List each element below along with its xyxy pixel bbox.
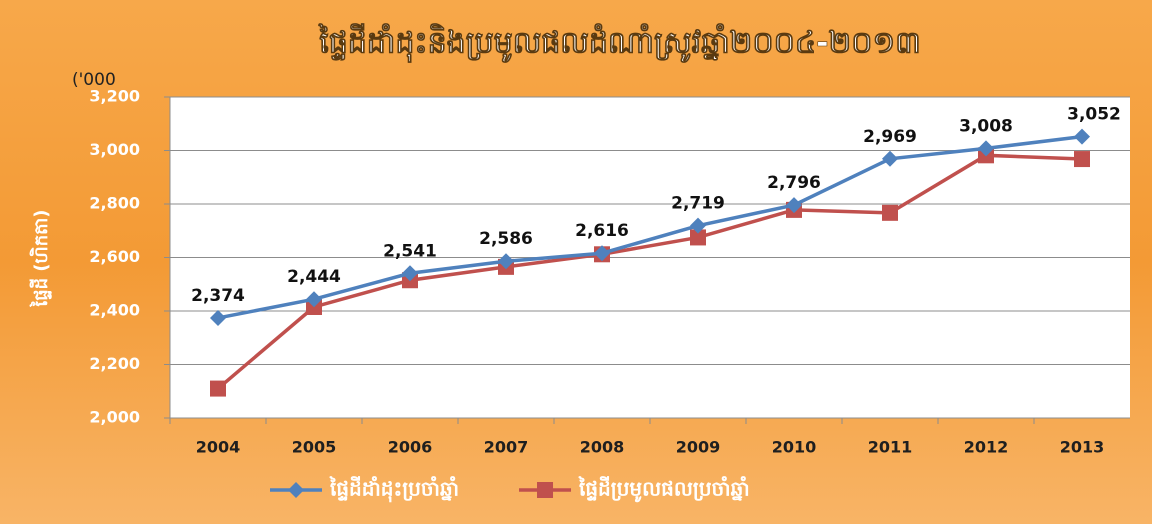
y-tick-label: 3,200 (89, 87, 140, 106)
x-tick-label: 2006 (388, 438, 433, 457)
legend-label: ផ្ទៃដីប្រមូលផលប្រចាំឆ្នាំ (578, 476, 750, 503)
x-tick-label: 2011 (868, 438, 913, 457)
data-point (594, 245, 610, 262)
data-point (306, 291, 322, 308)
data-point (1074, 128, 1090, 145)
data-label: 2,616 (575, 221, 629, 241)
legend-marker (288, 482, 304, 498)
x-tick-label: 2005 (292, 438, 337, 457)
legend-marker (537, 482, 554, 498)
series-line (217, 134, 1083, 320)
y-tick-label: 2,200 (89, 354, 140, 373)
x-tick-label: 2007 (484, 438, 529, 457)
data-label: 2,374 (191, 286, 245, 306)
y-unit: ('000 (72, 70, 116, 90)
x-tick-label: 2013 (1060, 438, 1105, 457)
data-point (498, 253, 514, 270)
data-point (1074, 151, 1090, 168)
data-point (978, 140, 994, 157)
legend-label: ផ្ទៃដីដាំដុះប្រចាំឆ្នាំ (329, 476, 459, 503)
y-tick-label: 2,400 (89, 301, 140, 320)
series-line (216, 153, 1083, 390)
data-point (882, 204, 898, 221)
y-axis-label: ផ្ទៃដី (ហិកតា) (29, 210, 52, 308)
y-tick-label: 3,000 (89, 140, 140, 159)
data-point (882, 150, 898, 167)
data-label: 2,586 (479, 229, 533, 249)
y-tick-label: 2,800 (89, 194, 140, 213)
data-label: 3,052 (1067, 105, 1121, 125)
x-tick-label: 2012 (964, 438, 1009, 457)
x-tick-label: 2004 (196, 438, 241, 457)
data-label: 2,444 (287, 267, 341, 287)
data-point (690, 229, 706, 246)
data-point (402, 265, 418, 282)
y-tick-label: 2,000 (89, 408, 140, 427)
data-point (210, 309, 226, 326)
x-tick-label: 2009 (676, 438, 721, 457)
x-tick-label: 2008 (580, 438, 625, 457)
data-point (210, 380, 226, 397)
x-tick-label: 2010 (772, 438, 817, 457)
data-label: 2,969 (863, 127, 917, 147)
y-tick-label: 2,600 (89, 247, 140, 266)
data-point (786, 197, 802, 214)
data-label: 2,541 (383, 241, 437, 261)
chart-title: ផ្ទៃដីដាំដុះនិងប្រមូលផលដំណាំស្រូវឆ្នាំ២០… (318, 23, 921, 64)
data-label: 3,008 (959, 116, 1013, 136)
data-point (690, 217, 706, 234)
data-label: 2,796 (767, 173, 821, 193)
data-label: 2,719 (671, 194, 725, 214)
